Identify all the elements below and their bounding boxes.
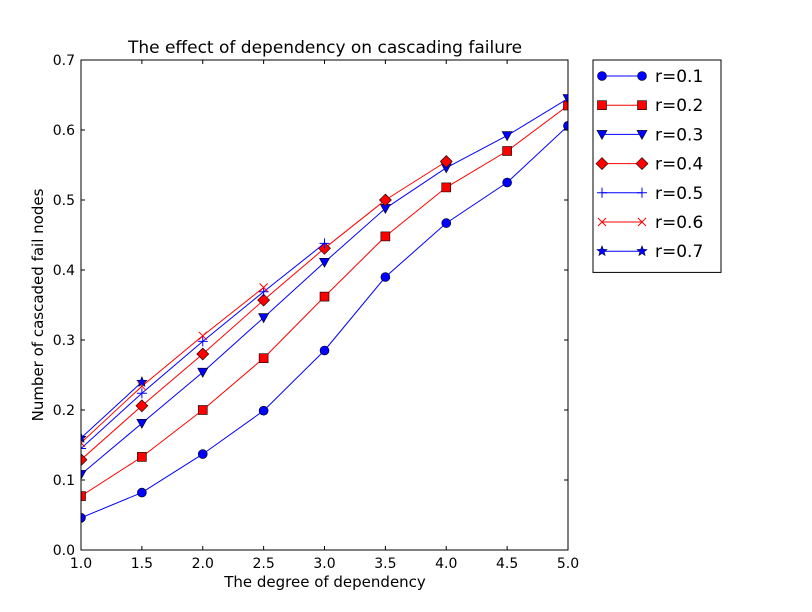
data-point-7-1 [81, 431, 87, 444]
x-axis-label: The degree of dependency [223, 573, 426, 591]
x-tick-label: 2.5 [252, 556, 274, 572]
legend-marker-end [636, 130, 648, 141]
legend-label: r=0.3 [655, 125, 703, 145]
data-point-2-2 [137, 452, 147, 462]
data-point-2-1 [81, 491, 86, 501]
data-point-6-4 [259, 283, 268, 292]
legend-marker-end [636, 244, 648, 257]
data-point-3-2 [136, 418, 148, 429]
data-point-3-1 [81, 470, 87, 481]
data-point-2-3 [197, 405, 208, 415]
data-point-3-9 [562, 94, 568, 105]
data-point-6-3 [198, 331, 208, 341]
data-point-1-5 [319, 345, 330, 356]
data-point-4-7 [439, 155, 453, 168]
data-point-1-8 [502, 177, 512, 188]
y-axis-label: Number of cascaded fail nodes [29, 188, 47, 421]
data-point-1-9 [563, 121, 568, 131]
legend-entry-3: r=0.3 [596, 125, 703, 145]
legend-label: r=0.2 [655, 96, 703, 116]
data-point-2-7 [441, 182, 452, 193]
legend-marker-start [597, 187, 607, 198]
series-line-1 [81, 125, 568, 519]
data-point-4-3 [196, 347, 210, 361]
plot-area [81, 94, 568, 523]
data-point-4-2 [135, 399, 149, 413]
x-tick-label: 5.0 [557, 556, 579, 572]
legend-entry-7: r=0.7 [596, 242, 703, 262]
data-point-3-8 [501, 131, 513, 142]
legend-marker-start [597, 71, 607, 81]
legend-marker-start [597, 100, 607, 110]
series-group [81, 94, 568, 523]
data-point-2-4 [258, 353, 269, 364]
legend-label: r=0.1 [655, 67, 703, 87]
data-point-2-5 [319, 291, 330, 302]
data-point-3-5 [318, 257, 331, 268]
legend-marker-end [637, 187, 647, 198]
y-tick-label: 0.5 [53, 193, 75, 209]
data-point-7-2 [135, 375, 148, 388]
data-point-1-3 [197, 449, 208, 459]
legend-label: r=0.7 [655, 242, 703, 262]
data-point-4-1 [81, 453, 88, 467]
data-point-5-2 [136, 388, 147, 399]
y-tick-label: 0.3 [53, 333, 75, 349]
legend-marker-end [637, 71, 647, 81]
y-tick-label: 0.0 [53, 543, 75, 559]
legend-entry-6: r=0.6 [597, 213, 703, 233]
y-tick-label: 0.4 [53, 263, 75, 279]
legend: r=0.1 r=0.2 r=0.3 r=0.4 r=0.5 r=0.6 r=0.7 [592, 59, 722, 273]
plot-frame [80, 59, 569, 551]
legend-marker-start [597, 217, 607, 227]
data-point-5-1 [81, 443, 86, 454]
data-point-4-6 [378, 193, 392, 207]
legend-entry-4: r=0.4 [595, 155, 703, 175]
legend-marker-end [637, 217, 647, 227]
series-line-7 [81, 381, 143, 439]
x-tick-label: 1.0 [70, 556, 92, 572]
legend-marker-end [635, 157, 649, 171]
data-point-3-3 [197, 367, 209, 378]
data-point-5-5 [319, 238, 330, 249]
legend-marker-start [595, 157, 609, 171]
x-tick-label: 4.0 [435, 556, 457, 572]
data-point-5-4 [258, 286, 269, 297]
data-point-1-1 [81, 513, 86, 523]
x-tick-label: 2.0 [192, 556, 214, 572]
data-point-4-4 [257, 293, 271, 307]
y-tick-label: 0.7 [53, 53, 75, 69]
data-point-2-9 [563, 100, 568, 111]
legend-marker-start [596, 244, 608, 257]
axes: 1.0 1.5 2.0 2.5 3.0 3.5 4.0 4.5 5.0 0.0 0.1 0.2 0.3 0… [53, 53, 579, 572]
y-tick-label: 0.6 [53, 123, 75, 139]
legend-marker-start [596, 130, 608, 141]
chart-title: The effect of dependency on cascading fa… [127, 38, 522, 58]
legend-entry-5: r=0.5 [597, 184, 703, 204]
data-point-3-4 [258, 313, 270, 324]
data-point-1-7 [441, 218, 452, 228]
x-tick-label: 1.5 [131, 556, 153, 572]
legend-entry-1: r=0.1 [597, 67, 703, 87]
x-tick-label: 3.0 [313, 556, 335, 572]
legend-box [592, 59, 722, 273]
data-point-2-8 [502, 146, 512, 156]
data-point-5-3 [197, 336, 208, 347]
y-tick-label: 0.2 [53, 403, 75, 419]
series-line-3 [81, 98, 568, 475]
x-tick-label: 3.5 [374, 556, 396, 572]
legend-label: r=0.4 [655, 155, 703, 175]
data-point-1-6 [380, 272, 391, 282]
data-point-1-4 [258, 405, 269, 416]
legend-label: r=0.5 [655, 184, 703, 204]
legend-label: r=0.6 [655, 213, 703, 233]
y-tick-label: 0.1 [53, 473, 75, 489]
data-point-2-6 [380, 231, 391, 242]
legend-marker-end [637, 100, 647, 110]
x-tick-label: 4.5 [496, 556, 518, 572]
legend-entry-2: r=0.2 [597, 96, 703, 116]
data-point-1-2 [137, 487, 147, 498]
series-line-6 [81, 287, 264, 444]
